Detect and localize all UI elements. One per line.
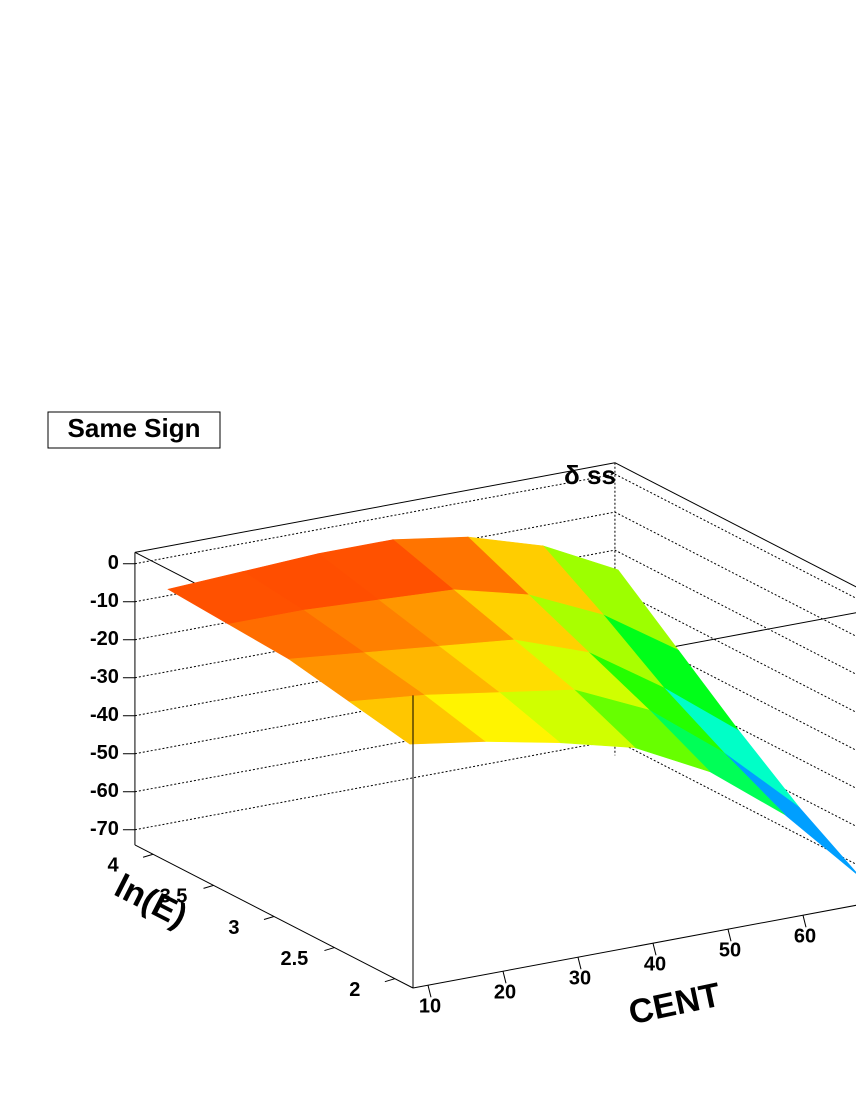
x-tick bbox=[802, 915, 807, 928]
y-tick-label: 2.5 bbox=[281, 948, 309, 970]
surface-cell bbox=[348, 694, 486, 745]
x-tick bbox=[727, 929, 732, 942]
x-tick bbox=[652, 943, 657, 956]
title-box bbox=[47, 411, 221, 449]
y-tick-label: 3.5 bbox=[160, 886, 188, 908]
y-tick-label: 2 bbox=[349, 979, 360, 1001]
y-tick bbox=[203, 884, 214, 889]
x-tick-label: 20 bbox=[494, 981, 516, 1003]
surface-cell bbox=[724, 752, 856, 874]
z-tick-label: -30 bbox=[90, 666, 119, 688]
z-tick-label: -20 bbox=[90, 628, 119, 650]
z-tick-label: -60 bbox=[90, 780, 119, 802]
x-axis-title: CENT bbox=[625, 976, 724, 1032]
x-tick-label: 10 bbox=[419, 995, 441, 1017]
y-tick bbox=[263, 915, 275, 920]
y-tick bbox=[324, 947, 335, 952]
y-tick bbox=[142, 853, 154, 858]
box-edge bbox=[614, 462, 856, 588]
x-tick bbox=[502, 971, 507, 984]
z-tick-label: -40 bbox=[90, 704, 119, 726]
z-tick-label: -50 bbox=[90, 742, 119, 764]
x-tick-label: 60 bbox=[794, 925, 816, 947]
z-tick-label: 0 bbox=[108, 552, 119, 574]
grid-line bbox=[134, 511, 856, 637]
z-axis-title: δ ss bbox=[564, 460, 616, 490]
grid-line bbox=[134, 549, 856, 675]
x-tick-label: 50 bbox=[719, 939, 741, 961]
y-tick-label: 4 bbox=[108, 855, 120, 877]
x-tick bbox=[427, 985, 432, 998]
x-tick-label: 30 bbox=[569, 967, 591, 989]
z-tick-label: -10 bbox=[90, 590, 119, 612]
y-tick bbox=[384, 978, 396, 983]
y-tick-label: 3 bbox=[228, 917, 239, 939]
z-tick-label: -70 bbox=[90, 818, 119, 840]
chart-title: Same Sign bbox=[68, 413, 201, 443]
box-edge bbox=[134, 462, 616, 553]
x-tick bbox=[577, 957, 582, 970]
grid-line bbox=[134, 473, 856, 599]
box-edge bbox=[412, 904, 856, 989]
x-tick-label: 40 bbox=[644, 953, 666, 975]
